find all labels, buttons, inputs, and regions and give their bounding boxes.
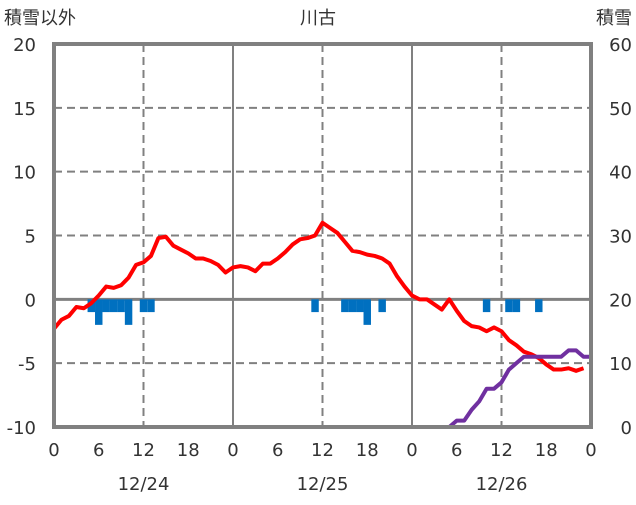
- left-tick-label: 15: [13, 99, 36, 120]
- x-tick-label: 0: [406, 440, 417, 461]
- x-tick-label: 6: [451, 440, 462, 461]
- precipitation-bar: [341, 299, 349, 313]
- precipitation-bars: [87, 299, 543, 325]
- left-tick-label: 20: [13, 35, 36, 56]
- right-tick-label: 40: [609, 163, 632, 184]
- precipitation-bar: [87, 299, 96, 313]
- date-label: 12/26: [476, 474, 528, 495]
- precipitation-bar: [311, 299, 319, 313]
- x-tick-label: 12: [311, 440, 334, 461]
- left-axis-label: 積雪以外: [4, 8, 76, 29]
- left-tick-label: 0: [25, 290, 36, 311]
- x-tick-label: 6: [93, 440, 104, 461]
- precipitation-bar: [356, 299, 364, 313]
- x-tick-label: 18: [356, 440, 379, 461]
- x-tick-label: 0: [48, 440, 59, 461]
- plot-frame: [52, 42, 593, 429]
- right-tick-label: 10: [609, 354, 632, 375]
- left-tick-label: 5: [25, 227, 36, 248]
- left-tick-label: -5: [18, 354, 36, 375]
- x-tick-label: 6: [272, 440, 283, 461]
- precipitation-bar: [378, 299, 386, 313]
- precipitation-bar: [535, 299, 543, 313]
- right-tick-label: 20: [609, 290, 632, 311]
- chart-title: 川古: [300, 8, 336, 29]
- precipitation-bar: [124, 299, 133, 325]
- right-tick-label: 60: [609, 35, 632, 56]
- precipitation-bar: [139, 299, 148, 313]
- precipitation-bar: [505, 299, 513, 313]
- date-label: 12/24: [118, 474, 170, 495]
- precipitation-bar: [363, 299, 371, 325]
- right-axis-label: 積雪: [596, 8, 632, 29]
- right-tick-label: 30: [609, 227, 632, 248]
- x-tick-label: 0: [585, 440, 596, 461]
- precipitation-bar: [512, 299, 521, 313]
- left-tick-label: -10: [7, 418, 36, 439]
- x-tick-label: 12: [132, 440, 155, 461]
- precipitation-bar: [117, 299, 125, 313]
- x-tick-label: 0: [227, 440, 238, 461]
- left-tick-label: 10: [13, 163, 36, 184]
- precipitation-bar: [95, 299, 103, 325]
- right-tick-label: 50: [609, 99, 632, 120]
- x-tick-label: 12: [490, 440, 513, 461]
- precipitation-bar: [147, 299, 155, 313]
- temperature-line: [52, 220, 585, 373]
- precipitation-bar: [482, 299, 491, 313]
- x-tick-label: 18: [535, 440, 558, 461]
- x-tick-label: 18: [177, 440, 200, 461]
- precipitation-bar: [102, 299, 110, 313]
- right-tick-label: 0: [621, 418, 632, 439]
- precipitation-bar: [109, 299, 118, 313]
- date-label: 12/25: [297, 474, 349, 495]
- precipitation-bar: [348, 299, 357, 313]
